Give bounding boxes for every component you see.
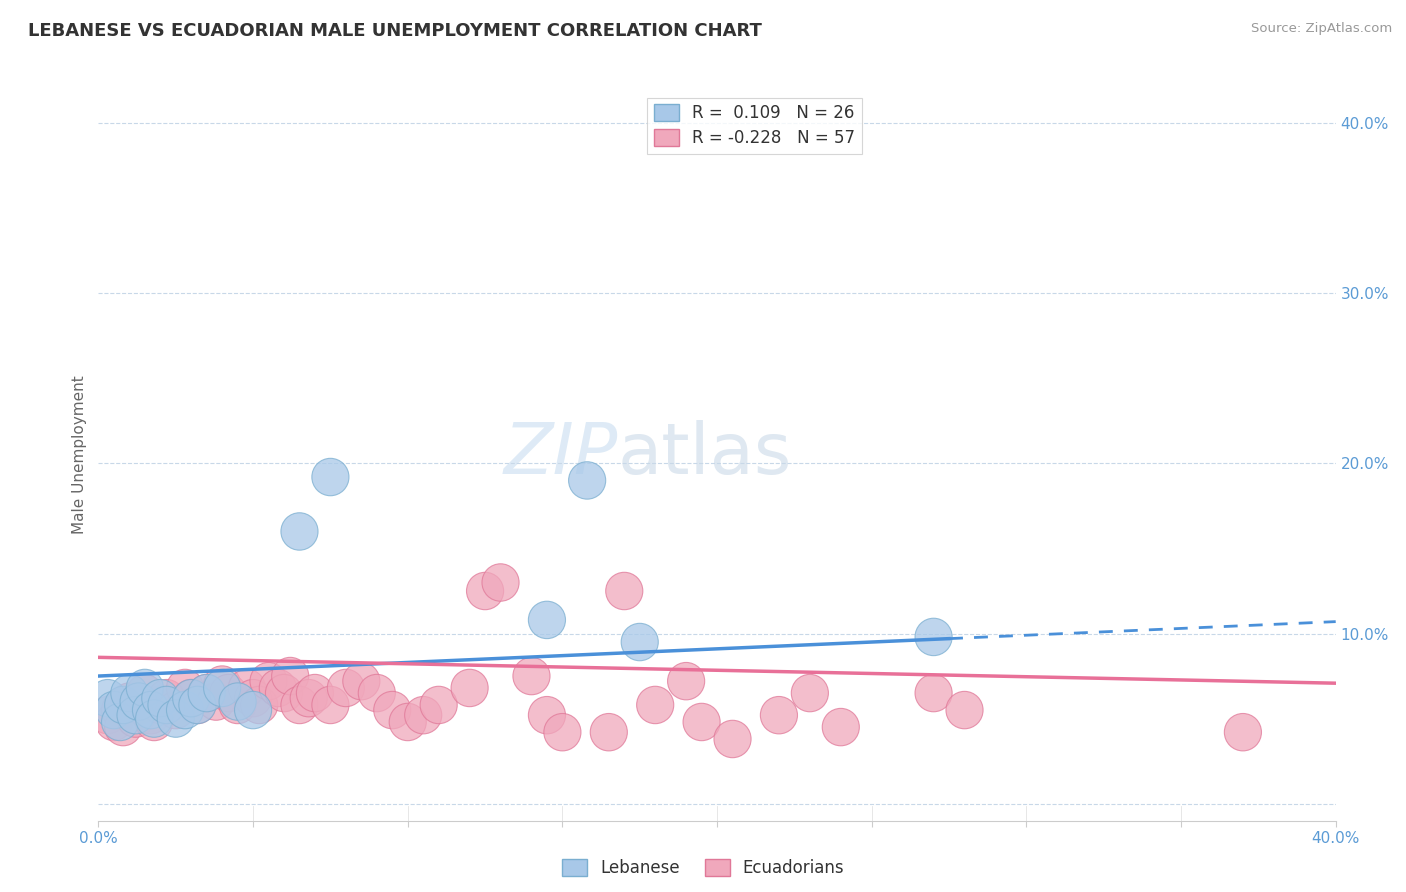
- Ellipse shape: [157, 691, 194, 729]
- Ellipse shape: [915, 674, 952, 712]
- Ellipse shape: [683, 703, 720, 740]
- Ellipse shape: [188, 674, 225, 712]
- Ellipse shape: [714, 720, 751, 757]
- Ellipse shape: [235, 691, 271, 729]
- Text: atlas: atlas: [619, 420, 793, 490]
- Ellipse shape: [157, 700, 194, 738]
- Ellipse shape: [271, 657, 309, 695]
- Ellipse shape: [228, 669, 266, 706]
- Legend: R =  0.109   N = 26, R = -0.228   N = 57: R = 0.109 N = 26, R = -0.228 N = 57: [647, 97, 862, 153]
- Ellipse shape: [240, 686, 278, 723]
- Ellipse shape: [204, 665, 240, 703]
- Ellipse shape: [328, 669, 364, 706]
- Ellipse shape: [173, 680, 209, 717]
- Ellipse shape: [142, 680, 179, 717]
- Ellipse shape: [343, 663, 380, 700]
- Ellipse shape: [219, 683, 256, 720]
- Ellipse shape: [606, 573, 643, 610]
- Ellipse shape: [166, 691, 204, 729]
- Y-axis label: Male Unemployment: Male Unemployment: [72, 376, 87, 534]
- Ellipse shape: [637, 686, 673, 723]
- Ellipse shape: [359, 674, 395, 712]
- Text: ZIP: ZIP: [503, 420, 619, 490]
- Ellipse shape: [312, 686, 349, 723]
- Ellipse shape: [127, 674, 163, 712]
- Ellipse shape: [761, 697, 797, 734]
- Ellipse shape: [117, 700, 155, 738]
- Ellipse shape: [197, 683, 235, 720]
- Ellipse shape: [120, 683, 157, 720]
- Ellipse shape: [290, 680, 328, 717]
- Ellipse shape: [132, 691, 170, 729]
- Ellipse shape: [120, 686, 157, 723]
- Ellipse shape: [89, 680, 127, 717]
- Ellipse shape: [117, 697, 155, 734]
- Ellipse shape: [111, 674, 148, 712]
- Ellipse shape: [96, 703, 132, 740]
- Ellipse shape: [188, 674, 225, 712]
- Ellipse shape: [204, 669, 240, 706]
- Ellipse shape: [148, 680, 186, 717]
- Ellipse shape: [482, 564, 519, 601]
- Ellipse shape: [132, 697, 170, 734]
- Ellipse shape: [467, 573, 503, 610]
- Ellipse shape: [405, 697, 441, 734]
- Ellipse shape: [148, 686, 186, 723]
- Ellipse shape: [235, 680, 271, 717]
- Ellipse shape: [89, 697, 127, 734]
- Ellipse shape: [173, 680, 209, 717]
- Ellipse shape: [219, 686, 256, 723]
- Ellipse shape: [297, 674, 333, 712]
- Ellipse shape: [513, 657, 550, 695]
- Ellipse shape: [266, 674, 302, 712]
- Ellipse shape: [127, 669, 163, 706]
- Ellipse shape: [668, 663, 704, 700]
- Ellipse shape: [179, 686, 217, 723]
- Ellipse shape: [915, 618, 952, 656]
- Ellipse shape: [135, 700, 173, 738]
- Ellipse shape: [135, 703, 173, 740]
- Ellipse shape: [420, 686, 457, 723]
- Ellipse shape: [374, 691, 411, 729]
- Ellipse shape: [142, 686, 179, 723]
- Ellipse shape: [568, 462, 606, 500]
- Ellipse shape: [281, 686, 318, 723]
- Ellipse shape: [166, 669, 204, 706]
- Ellipse shape: [104, 708, 142, 746]
- Ellipse shape: [591, 714, 627, 751]
- Ellipse shape: [101, 703, 139, 740]
- Ellipse shape: [451, 669, 488, 706]
- Ellipse shape: [96, 691, 132, 729]
- Ellipse shape: [111, 683, 148, 720]
- Ellipse shape: [104, 686, 142, 723]
- Ellipse shape: [250, 663, 287, 700]
- Legend: Lebanese, Ecuadorians: Lebanese, Ecuadorians: [555, 852, 851, 884]
- Ellipse shape: [544, 714, 581, 751]
- Ellipse shape: [179, 686, 217, 723]
- Ellipse shape: [946, 691, 983, 729]
- Ellipse shape: [209, 674, 247, 712]
- Ellipse shape: [281, 513, 318, 550]
- Ellipse shape: [529, 601, 565, 639]
- Ellipse shape: [529, 697, 565, 734]
- Ellipse shape: [389, 703, 426, 740]
- Ellipse shape: [792, 674, 828, 712]
- Text: LEBANESE VS ECUADORIAN MALE UNEMPLOYMENT CORRELATION CHART: LEBANESE VS ECUADORIAN MALE UNEMPLOYMENT…: [28, 22, 762, 40]
- Ellipse shape: [1225, 714, 1261, 751]
- Ellipse shape: [101, 691, 139, 729]
- Ellipse shape: [312, 458, 349, 496]
- Ellipse shape: [259, 669, 297, 706]
- Ellipse shape: [621, 624, 658, 661]
- Text: Source: ZipAtlas.com: Source: ZipAtlas.com: [1251, 22, 1392, 36]
- Ellipse shape: [823, 708, 859, 746]
